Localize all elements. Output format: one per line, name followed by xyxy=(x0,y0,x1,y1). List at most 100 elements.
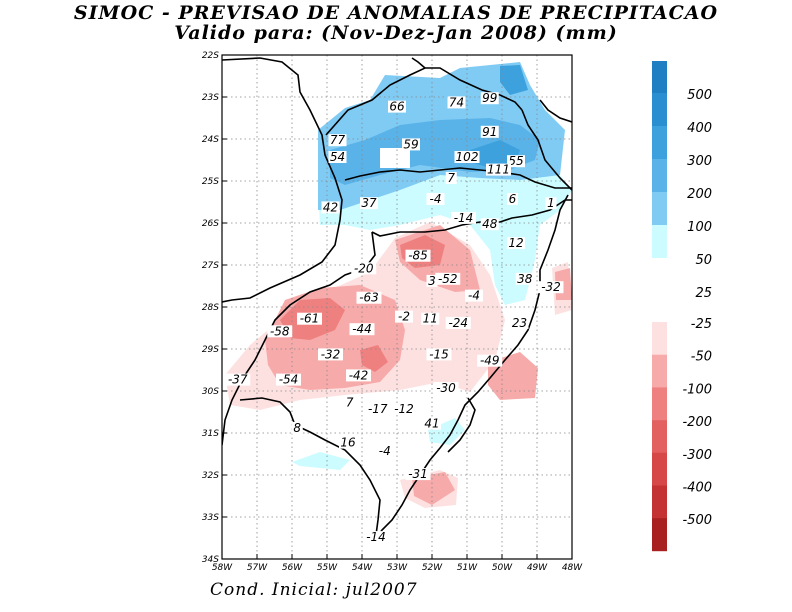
anomaly-value-label: 99 xyxy=(482,91,497,105)
value-label-bg xyxy=(477,354,503,367)
colorbar-label-negative: -25 xyxy=(691,317,712,332)
lat-tick-label: 29S xyxy=(202,345,219,355)
anomaly-value-label: -14 xyxy=(366,530,386,544)
value-label-bg xyxy=(360,197,378,210)
colorbar-label-negative: -300 xyxy=(682,448,712,463)
colorbar-swatch-positive xyxy=(652,159,667,192)
value-label-bg xyxy=(451,211,476,224)
value-label-bg xyxy=(267,325,293,338)
colorbar-label-positive: 50 xyxy=(695,253,712,268)
lat-tick-label: 30S xyxy=(202,387,219,397)
anomaly-value-label: -54 xyxy=(279,373,299,387)
state-border xyxy=(344,167,572,189)
anomaly-value-label: 59 xyxy=(403,137,418,151)
colorbar-label-positive: 25 xyxy=(695,286,712,301)
value-label-bg xyxy=(346,369,371,382)
lat-tick-label: 26S xyxy=(202,219,219,229)
colorbar-swatch-positive xyxy=(652,126,667,159)
anomaly-value-label: -32 xyxy=(541,280,561,294)
value-label-bg xyxy=(291,421,303,434)
state-border xyxy=(521,109,572,191)
colorbar-label-negative: -50 xyxy=(691,350,712,365)
colorbar-label-negative: -500 xyxy=(682,513,712,528)
anomaly-value-label: 41 xyxy=(424,417,439,431)
anomaly-value-label: -61 xyxy=(300,312,320,326)
anomaly-value-label: -44 xyxy=(352,322,372,336)
anomaly-value-label: 54 xyxy=(330,150,345,164)
value-label-bg xyxy=(388,100,406,113)
colorbar-label-negative: -400 xyxy=(682,481,712,496)
lat-tick-label: 24S xyxy=(202,135,219,145)
lon-tick-label: 58W xyxy=(212,563,233,573)
lat-tick-label: 28S xyxy=(202,303,219,313)
value-label-bg xyxy=(328,151,347,163)
value-label-bg xyxy=(445,316,471,329)
state-border xyxy=(222,57,343,303)
lon-tick-label: 54W xyxy=(352,563,373,573)
lon-tick-label: 51W xyxy=(457,563,478,573)
value-label-bg xyxy=(454,151,480,163)
value-label-bg xyxy=(356,291,382,304)
state-border xyxy=(371,199,572,237)
value-label-bg xyxy=(433,382,459,394)
colorbar-label-positive: 300 xyxy=(687,154,712,169)
colorbar-swatch-negative xyxy=(652,452,667,486)
anomaly-field xyxy=(225,62,572,508)
lon-tick-label: 55W xyxy=(317,563,338,573)
colorbar-swatch-negative xyxy=(652,485,667,519)
anomaly-value-label: 37 xyxy=(361,196,377,210)
anomaly-value-label: 42 xyxy=(323,200,338,214)
lon-tick-label: 53W xyxy=(387,563,408,573)
anomaly-value-label: 66 xyxy=(389,100,405,114)
anomaly-value-label: 91 xyxy=(482,125,497,139)
value-label-bg xyxy=(421,312,440,325)
lat-tick-label: 22S xyxy=(202,51,219,61)
lon-tick-label: 48W xyxy=(562,563,583,573)
state-border xyxy=(325,67,523,136)
value-label-bg xyxy=(486,163,511,176)
colorbar-label-positive: 400 xyxy=(687,121,712,136)
colorbar-swatch-positive xyxy=(652,192,667,225)
value-label-bg xyxy=(426,274,438,287)
anomaly-value-label: 3 xyxy=(428,274,436,288)
anomaly-value-label: 12 xyxy=(508,236,523,250)
value-label-bg xyxy=(391,403,417,415)
lat-tick-label: 34S xyxy=(202,555,219,565)
lon-tick-label: 52W xyxy=(422,563,443,573)
colorbar-label-positive: 100 xyxy=(687,220,712,235)
value-label-bg xyxy=(318,348,343,361)
anomaly-value-label: -12 xyxy=(394,402,414,416)
value-label-bg xyxy=(402,138,420,151)
value-label-bg xyxy=(405,468,431,481)
lat-tick-label: 27S xyxy=(202,261,219,271)
initial-condition-label: Cond. Inicial: jul2007 xyxy=(210,580,418,600)
anomaly-value-label: 55 xyxy=(508,154,523,168)
colorbar-swatch-positive xyxy=(652,225,667,258)
anomaly-value-label: -15 xyxy=(429,347,449,361)
anomaly-value-label: 7 xyxy=(447,171,455,185)
value-label-bg xyxy=(480,218,499,231)
lagoon-outline xyxy=(447,397,476,453)
value-label-bg xyxy=(328,134,347,147)
anomaly-value-label: -4 xyxy=(430,192,442,206)
value-label-bg xyxy=(321,201,340,214)
lat-tick-label: 32S xyxy=(202,471,219,481)
lat-tick-label: 23S xyxy=(202,93,219,103)
value-label-bg xyxy=(435,272,461,285)
value-label-bg xyxy=(363,531,389,544)
value-label-bg xyxy=(510,316,529,329)
value-label-bg xyxy=(507,155,525,168)
value-label-bg xyxy=(507,193,518,205)
anomaly-value-label: -52 xyxy=(438,272,458,286)
anomaly-value-label: -58 xyxy=(270,324,290,338)
anomaly-value-label: -31 xyxy=(408,467,428,481)
value-label-bg xyxy=(276,373,301,386)
anomaly-value-label: 8 xyxy=(293,421,301,435)
anomaly-value-label: -20 xyxy=(354,261,374,275)
anomaly-value-label: 23 xyxy=(512,316,527,330)
colorbar-label-positive: 500 xyxy=(687,88,712,103)
lat-tick-label: 31S xyxy=(202,429,219,439)
value-label-bg xyxy=(545,197,557,210)
colorbar-label-negative: -100 xyxy=(682,382,712,397)
